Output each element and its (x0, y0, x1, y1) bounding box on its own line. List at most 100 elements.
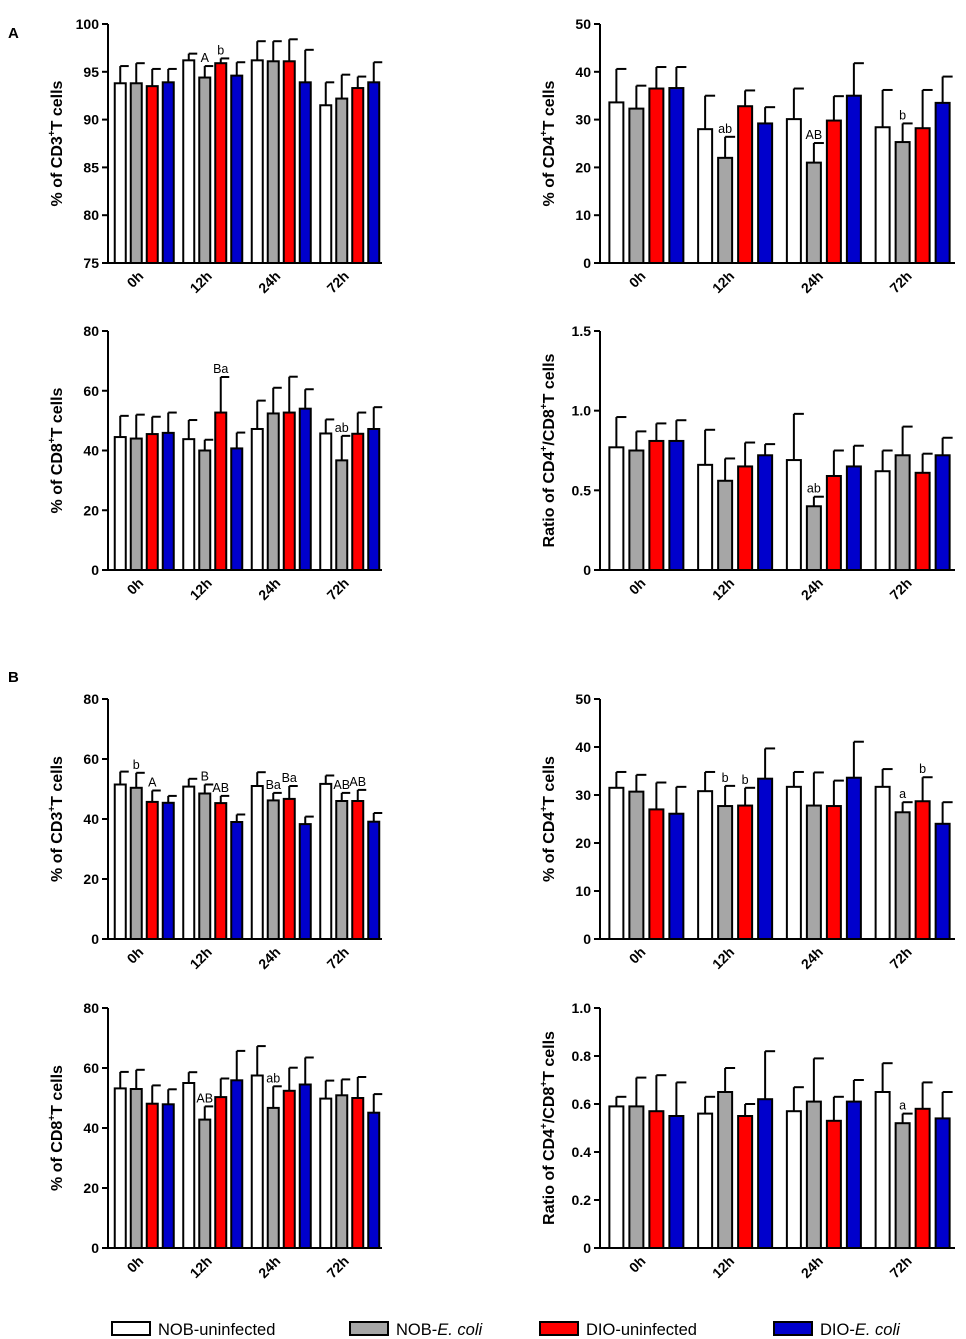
x-tick-label: 72h (886, 575, 914, 603)
legend-label: DIO-E. coli (820, 1321, 901, 1339)
legend-swatch (349, 1321, 389, 1336)
bar (113, 82, 127, 264)
x-tick-label: 72h (886, 944, 914, 972)
x-tick-label: 0h (626, 575, 649, 598)
x-tick-label: 72h (323, 268, 351, 296)
bar (757, 454, 774, 571)
bar (145, 85, 159, 264)
legend-item: NOB-E. coli (349, 1321, 484, 1339)
bar (874, 1091, 891, 1249)
bar (805, 505, 822, 571)
bar (282, 60, 296, 265)
bar (668, 812, 685, 940)
x-tick-label: 24h (798, 268, 826, 296)
y-axis-label: Ratio of CD4+/CD8+T cells (539, 353, 558, 547)
bar (874, 470, 891, 572)
bar (717, 805, 734, 940)
x-tick-label: 0h (124, 1253, 147, 1276)
bar (198, 76, 212, 265)
bar (934, 822, 951, 940)
x-tick-label: 24h (798, 575, 826, 603)
bar (145, 433, 159, 571)
bar (298, 823, 312, 940)
bar (785, 1110, 802, 1249)
bar (825, 1119, 842, 1250)
bar (367, 81, 381, 265)
legend-label: NOB-uninfected (158, 1321, 275, 1339)
bar (717, 156, 734, 264)
bar (608, 446, 625, 571)
significance-label: Ba (266, 778, 281, 792)
y-tick-label: 1.0 (572, 1000, 592, 1016)
legend-item: NOB-uninfected (111, 1321, 275, 1339)
bar (113, 436, 127, 571)
bar (757, 1098, 774, 1249)
bar (214, 62, 228, 264)
bar (367, 820, 381, 941)
bar (845, 94, 862, 264)
significance-label: Ba (282, 771, 297, 785)
bar (145, 1102, 159, 1249)
y-tick-label: 0 (583, 255, 591, 271)
bar (266, 60, 280, 265)
y-tick-label: 40 (83, 443, 99, 459)
significance-label: ab (718, 122, 732, 136)
bar (198, 792, 212, 940)
bar (214, 1096, 228, 1249)
bar (717, 479, 734, 572)
significance-label: b (919, 762, 926, 776)
bar (668, 1115, 685, 1249)
bar (161, 1103, 175, 1250)
bar (145, 800, 159, 941)
bar (914, 471, 931, 572)
y-tick-label: 0 (583, 931, 591, 947)
bar (367, 427, 381, 571)
section-label-a: A (8, 25, 19, 42)
significance-label: AB (349, 775, 366, 789)
bar (161, 81, 175, 265)
legend-label: DIO-uninfected (586, 1321, 697, 1339)
bar (250, 427, 264, 571)
chart-b4: 0 0.2 0.4 0.6 0.8 1.0 Ratio of CD4+/CD8+T cell… (539, 1000, 955, 1281)
y-tick-label: 100 (76, 16, 100, 32)
x-tick-label: 72h (886, 268, 914, 296)
bar (367, 1111, 381, 1249)
bar (214, 411, 228, 571)
significance-label: AB (212, 781, 229, 795)
bar (668, 87, 685, 264)
bar (319, 1097, 333, 1249)
y-tick-label: 75 (83, 255, 99, 271)
y-tick-label: 30 (575, 787, 591, 803)
bar (785, 785, 802, 941)
y-axis-label: % of CD8+T cells (47, 387, 66, 513)
bar (757, 777, 774, 940)
bar (214, 802, 228, 940)
bar (825, 119, 842, 264)
legend-swatch (773, 1321, 813, 1336)
bar (298, 407, 312, 571)
bar (825, 805, 842, 940)
x-tick-label: 0h (626, 1253, 649, 1276)
bar (874, 785, 891, 941)
y-tick-label: 0 (583, 562, 591, 578)
bar (934, 101, 951, 265)
y-tick-label: 10 (575, 207, 591, 223)
significance-label: ab (807, 482, 821, 496)
y-tick-label: 50 (575, 691, 591, 707)
y-tick-label: 80 (83, 691, 99, 707)
y-tick-label: 20 (83, 502, 99, 518)
significance-label: A (148, 776, 157, 790)
significance-label: ab (266, 1071, 280, 1085)
bar (628, 1105, 645, 1250)
x-tick-label: 0h (124, 944, 147, 967)
x-tick-label: 72h (886, 1253, 914, 1281)
x-tick-label: 24h (798, 1253, 826, 1281)
x-tick-label: 24h (255, 268, 283, 296)
bar (737, 465, 754, 571)
y-tick-label: 60 (83, 383, 99, 399)
y-tick-label: 60 (83, 1060, 99, 1076)
bar (697, 463, 714, 571)
